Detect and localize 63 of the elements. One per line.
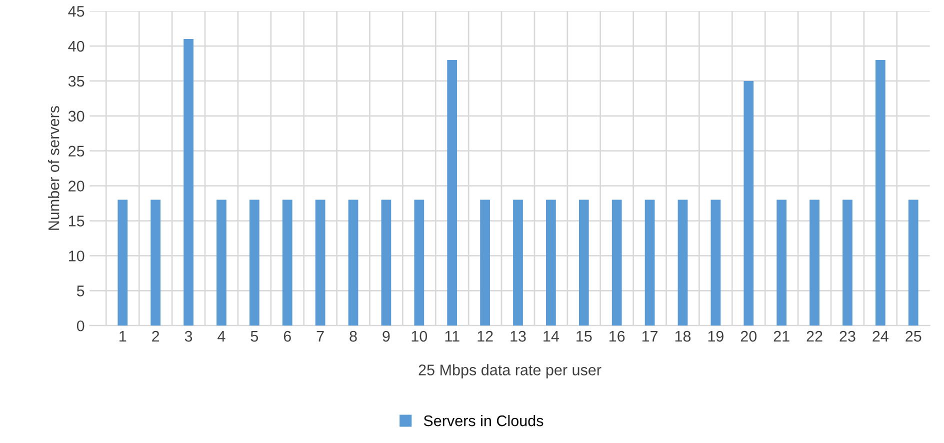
y-tick-label: 45 bbox=[68, 6, 84, 17]
y-tick-label: 10 bbox=[68, 250, 84, 262]
bar bbox=[282, 200, 292, 326]
x-tick-label: 25 bbox=[906, 330, 922, 342]
bar bbox=[249, 200, 260, 326]
bar bbox=[414, 200, 424, 326]
bar bbox=[184, 39, 194, 326]
x-tick-label: 3 bbox=[184, 330, 192, 342]
y-tick-label: 35 bbox=[68, 76, 84, 87]
y-tick-label: 40 bbox=[68, 40, 84, 52]
x-tick-label: 10 bbox=[412, 330, 428, 342]
bar bbox=[776, 200, 787, 326]
bar bbox=[513, 200, 523, 326]
bar bbox=[216, 200, 226, 326]
y-axis-title: Number of servers bbox=[48, 106, 60, 230]
x-tick-label: 16 bbox=[610, 330, 625, 342]
x-tick-label: 1 bbox=[120, 331, 126, 342]
y-tick-label: 25 bbox=[68, 146, 84, 157]
x-tick-label: 20 bbox=[740, 330, 757, 342]
x-tick-label: 19 bbox=[708, 330, 724, 342]
x-axis-title: 25 Mbps data rate per user bbox=[418, 364, 602, 378]
bar bbox=[150, 200, 161, 326]
x-tick-label: 14 bbox=[544, 331, 559, 342]
bar bbox=[546, 200, 556, 326]
bar bbox=[447, 60, 458, 326]
bar bbox=[578, 200, 589, 326]
x-tick-label: 9 bbox=[382, 330, 390, 342]
x-tick-label: 8 bbox=[350, 330, 357, 342]
x-tick-label: 13 bbox=[510, 330, 526, 342]
bar bbox=[315, 200, 326, 326]
bar bbox=[678, 200, 688, 326]
bar bbox=[842, 200, 852, 326]
x-tick-label: 23 bbox=[840, 330, 856, 342]
y-tick-label: 0 bbox=[76, 320, 84, 332]
y-tick-label: 20 bbox=[68, 180, 84, 192]
x-tick-label: 11 bbox=[445, 331, 460, 342]
bar bbox=[710, 200, 721, 326]
legend-label: Servers in Clouds bbox=[424, 415, 544, 426]
bar bbox=[908, 200, 918, 326]
bar bbox=[612, 200, 622, 326]
x-tick-label: 4 bbox=[218, 331, 226, 342]
y-tick-label: 5 bbox=[76, 286, 84, 296]
bar bbox=[810, 200, 820, 326]
x-tick-label: 18 bbox=[675, 330, 691, 342]
x-tick-label: 15 bbox=[576, 331, 592, 342]
x-tick-label: 7 bbox=[316, 331, 324, 342]
x-tick-label: 6 bbox=[284, 330, 291, 342]
bar bbox=[480, 200, 490, 326]
bar bbox=[644, 200, 655, 326]
bar bbox=[381, 200, 392, 326]
bar bbox=[348, 200, 358, 326]
x-tick-label: 21 bbox=[774, 330, 790, 342]
y-tick-label: 30 bbox=[68, 110, 84, 122]
x-tick-label: 12 bbox=[478, 330, 493, 342]
x-tick-label: 2 bbox=[152, 330, 160, 342]
bar bbox=[875, 60, 886, 326]
bar bbox=[744, 80, 754, 326]
y-tick-label: 15 bbox=[68, 216, 84, 226]
bar bbox=[118, 200, 128, 326]
x-tick-label: 17 bbox=[642, 331, 658, 342]
x-tick-label: 22 bbox=[806, 330, 822, 342]
x-tick-label: 5 bbox=[250, 331, 258, 342]
x-tick-label: 24 bbox=[872, 330, 888, 342]
